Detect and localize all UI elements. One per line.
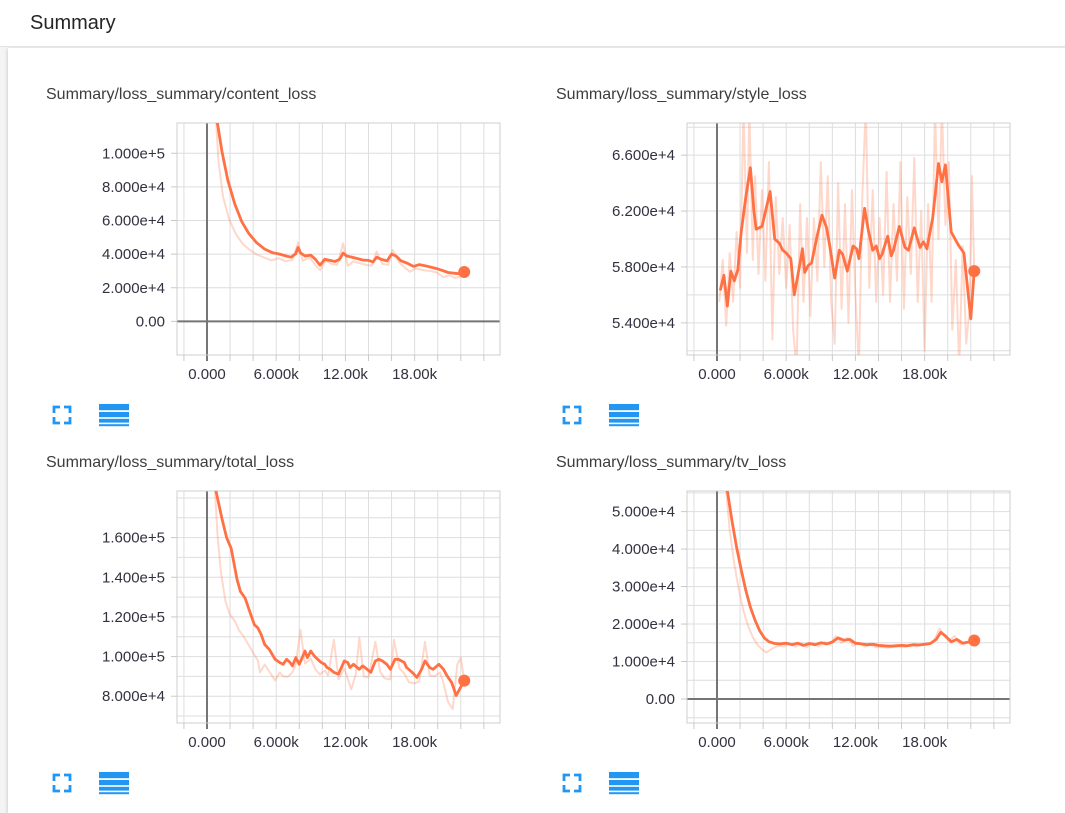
- tv-loss-plot[interactable]: 0.00 1.000e+4 2.000e+4 3.000e+4 4.000e+4 5.00…: [556, 453, 1026, 753]
- y-axis-tick-label: 1.600e+5: [102, 530, 165, 547]
- scalar-charts-card: 0.00 2.000e+4 4.000e+4 6.000e+4 8.000e+4 1.00…: [8, 48, 1065, 813]
- y-axis-tick-label: 6.600e+4: [612, 147, 675, 164]
- expand-chart-button[interactable]: [47, 402, 77, 428]
- y-axis-tick-label: 1.400e+5: [102, 569, 165, 586]
- y-axis-tick-label: 5.800e+4: [612, 259, 675, 276]
- plot-border: [176, 490, 501, 724]
- y-axis-tick-label: 1.000e+4: [612, 654, 675, 671]
- x-axis-tick-label: 0.000: [188, 366, 226, 383]
- y-axis-tick-label: 1.200e+5: [102, 609, 165, 626]
- expand-chart-button[interactable]: [47, 770, 77, 796]
- menu-lines-button[interactable]: [99, 770, 129, 796]
- x-axis-tick-label: 6.000k: [764, 734, 810, 751]
- horizontal-bars-icon: [99, 772, 129, 795]
- expand-chart-button[interactable]: [557, 402, 587, 428]
- y-axis-tick-label: 1.000e+5: [102, 649, 165, 666]
- style-loss-line-chart[interactable]: 5.400e+4 5.800e+4 6.200e+4 6.600e+4 0.000 6.0…: [556, 85, 1026, 385]
- final-value-dot: [458, 265, 471, 278]
- plot-border: [686, 122, 1011, 356]
- raw-series-line: [214, 491, 466, 711]
- tv-loss-line-chart[interactable]: 0.00 1.000e+4 2.000e+4 3.000e+4 4.000e+4 5.00…: [556, 453, 1026, 753]
- y-axis-tick-label: 4.000e+4: [102, 246, 165, 263]
- total-loss-line-chart[interactable]: 8.000e+4 1.000e+5 1.200e+5 1.400e+5 1.600e+5…: [46, 453, 516, 753]
- expand-icon: [52, 405, 72, 425]
- chart-title: Summary/loss_summary/total_loss: [46, 454, 295, 471]
- expand-icon: [52, 773, 72, 793]
- chart-actions: [557, 402, 639, 428]
- horizontal-bars-icon: [609, 404, 639, 427]
- x-axis-tick-label: 12.00k: [323, 366, 369, 383]
- x-axis-tick-label: 12.00k: [323, 734, 369, 751]
- final-value-dot: [968, 634, 981, 647]
- expand-chart-button[interactable]: [557, 770, 587, 796]
- plot-border: [686, 490, 1011, 724]
- y-axis-tick-label: 2.000e+4: [612, 616, 675, 633]
- chart-actions: [47, 402, 129, 428]
- total-loss-plot[interactable]: 8.000e+4 1.000e+5 1.200e+5 1.400e+5 1.600e+5…: [46, 453, 516, 753]
- y-axis-tick-label: 3.000e+4: [612, 579, 675, 596]
- smoothed-series-line: [215, 123, 466, 276]
- expand-icon: [562, 405, 582, 425]
- horizontal-bars-icon: [99, 404, 129, 427]
- y-axis-tick-label: 6.000e+4: [102, 213, 165, 230]
- x-axis-tick-label: 0.000: [188, 734, 226, 751]
- smoothed-series-line: [214, 491, 466, 697]
- x-axis-tick-label: 18.00k: [902, 366, 948, 383]
- scalar-card-content-loss: 0.00 2.000e+4 4.000e+4 6.000e+4 8.000e+4 1.00…: [46, 85, 516, 437]
- menu-lines-button[interactable]: [609, 402, 639, 428]
- y-axis-tick-label: 1.000e+5: [102, 145, 165, 162]
- y-axis-tick-label: 0.00: [646, 691, 675, 708]
- y-axis-tick-label: 5.400e+4: [612, 315, 675, 332]
- x-axis-tick-label: 18.00k: [392, 734, 438, 751]
- chart-actions: [47, 770, 129, 796]
- x-axis-tick-label: 6.000k: [254, 734, 300, 751]
- y-axis-tick-label: 5.000e+4: [612, 504, 675, 521]
- raw-series-line: [718, 123, 976, 355]
- chart-title: Summary/loss_summary/style_loss: [556, 86, 807, 103]
- x-axis-tick-label: 0.000: [698, 366, 736, 383]
- menu-lines-button[interactable]: [609, 770, 639, 796]
- scalar-card-tv-loss: 0.00 1.000e+4 2.000e+4 3.000e+4 4.000e+4 5.00…: [556, 453, 1026, 805]
- summary-section-header[interactable]: Summary: [0, 0, 1065, 47]
- scalar-card-total-loss: 8.000e+4 1.000e+5 1.200e+5 1.400e+5 1.600e+5…: [46, 453, 516, 805]
- menu-lines-button[interactable]: [99, 402, 129, 428]
- raw-series-line: [725, 491, 975, 654]
- x-axis-tick-label: 0.000: [698, 734, 736, 751]
- chart-actions: [557, 770, 639, 796]
- x-axis-tick-label: 18.00k: [902, 734, 948, 751]
- y-axis-tick-label: 6.200e+4: [612, 203, 675, 220]
- plot-border: [176, 122, 501, 356]
- x-axis-tick-label: 6.000k: [254, 366, 300, 383]
- y-axis-tick-label: 0.00: [136, 313, 165, 330]
- y-axis-tick-label: 8.000e+4: [102, 179, 165, 196]
- x-axis-tick-label: 18.00k: [392, 366, 438, 383]
- x-axis-tick-label: 12.00k: [833, 734, 879, 751]
- x-axis-tick-label: 6.000k: [764, 366, 810, 383]
- final-value-dot: [458, 674, 471, 687]
- chart-title: Summary/loss_summary/tv_loss: [556, 454, 787, 471]
- chart-title: Summary/loss_summary/content_loss: [46, 86, 317, 103]
- style-loss-plot[interactable]: 5.400e+4 5.800e+4 6.200e+4 6.600e+4 0.000 6.0…: [556, 85, 1026, 385]
- final-value-dot: [968, 265, 981, 278]
- expand-icon: [562, 773, 582, 793]
- scalar-card-style-loss: 5.400e+4 5.800e+4 6.200e+4 6.600e+4 0.000 6.0…: [556, 85, 1026, 437]
- raw-series-line: [215, 123, 465, 279]
- content-loss-line-chart[interactable]: 0.00 2.000e+4 4.000e+4 6.000e+4 8.000e+4 1.00…: [46, 85, 516, 385]
- content-loss-plot[interactable]: 0.00 2.000e+4 4.000e+4 6.000e+4 8.000e+4 1.00…: [46, 85, 516, 385]
- x-axis-tick-label: 12.00k: [833, 366, 879, 383]
- y-axis-tick-label: 4.000e+4: [612, 541, 675, 558]
- y-axis-tick-label: 8.000e+4: [102, 688, 165, 705]
- smoothed-series-line: [725, 491, 976, 648]
- smoothed-series-line: [719, 162, 976, 321]
- horizontal-bars-icon: [609, 772, 639, 795]
- section-title: Summary: [30, 12, 116, 34]
- y-axis-tick-label: 2.000e+4: [102, 280, 165, 297]
